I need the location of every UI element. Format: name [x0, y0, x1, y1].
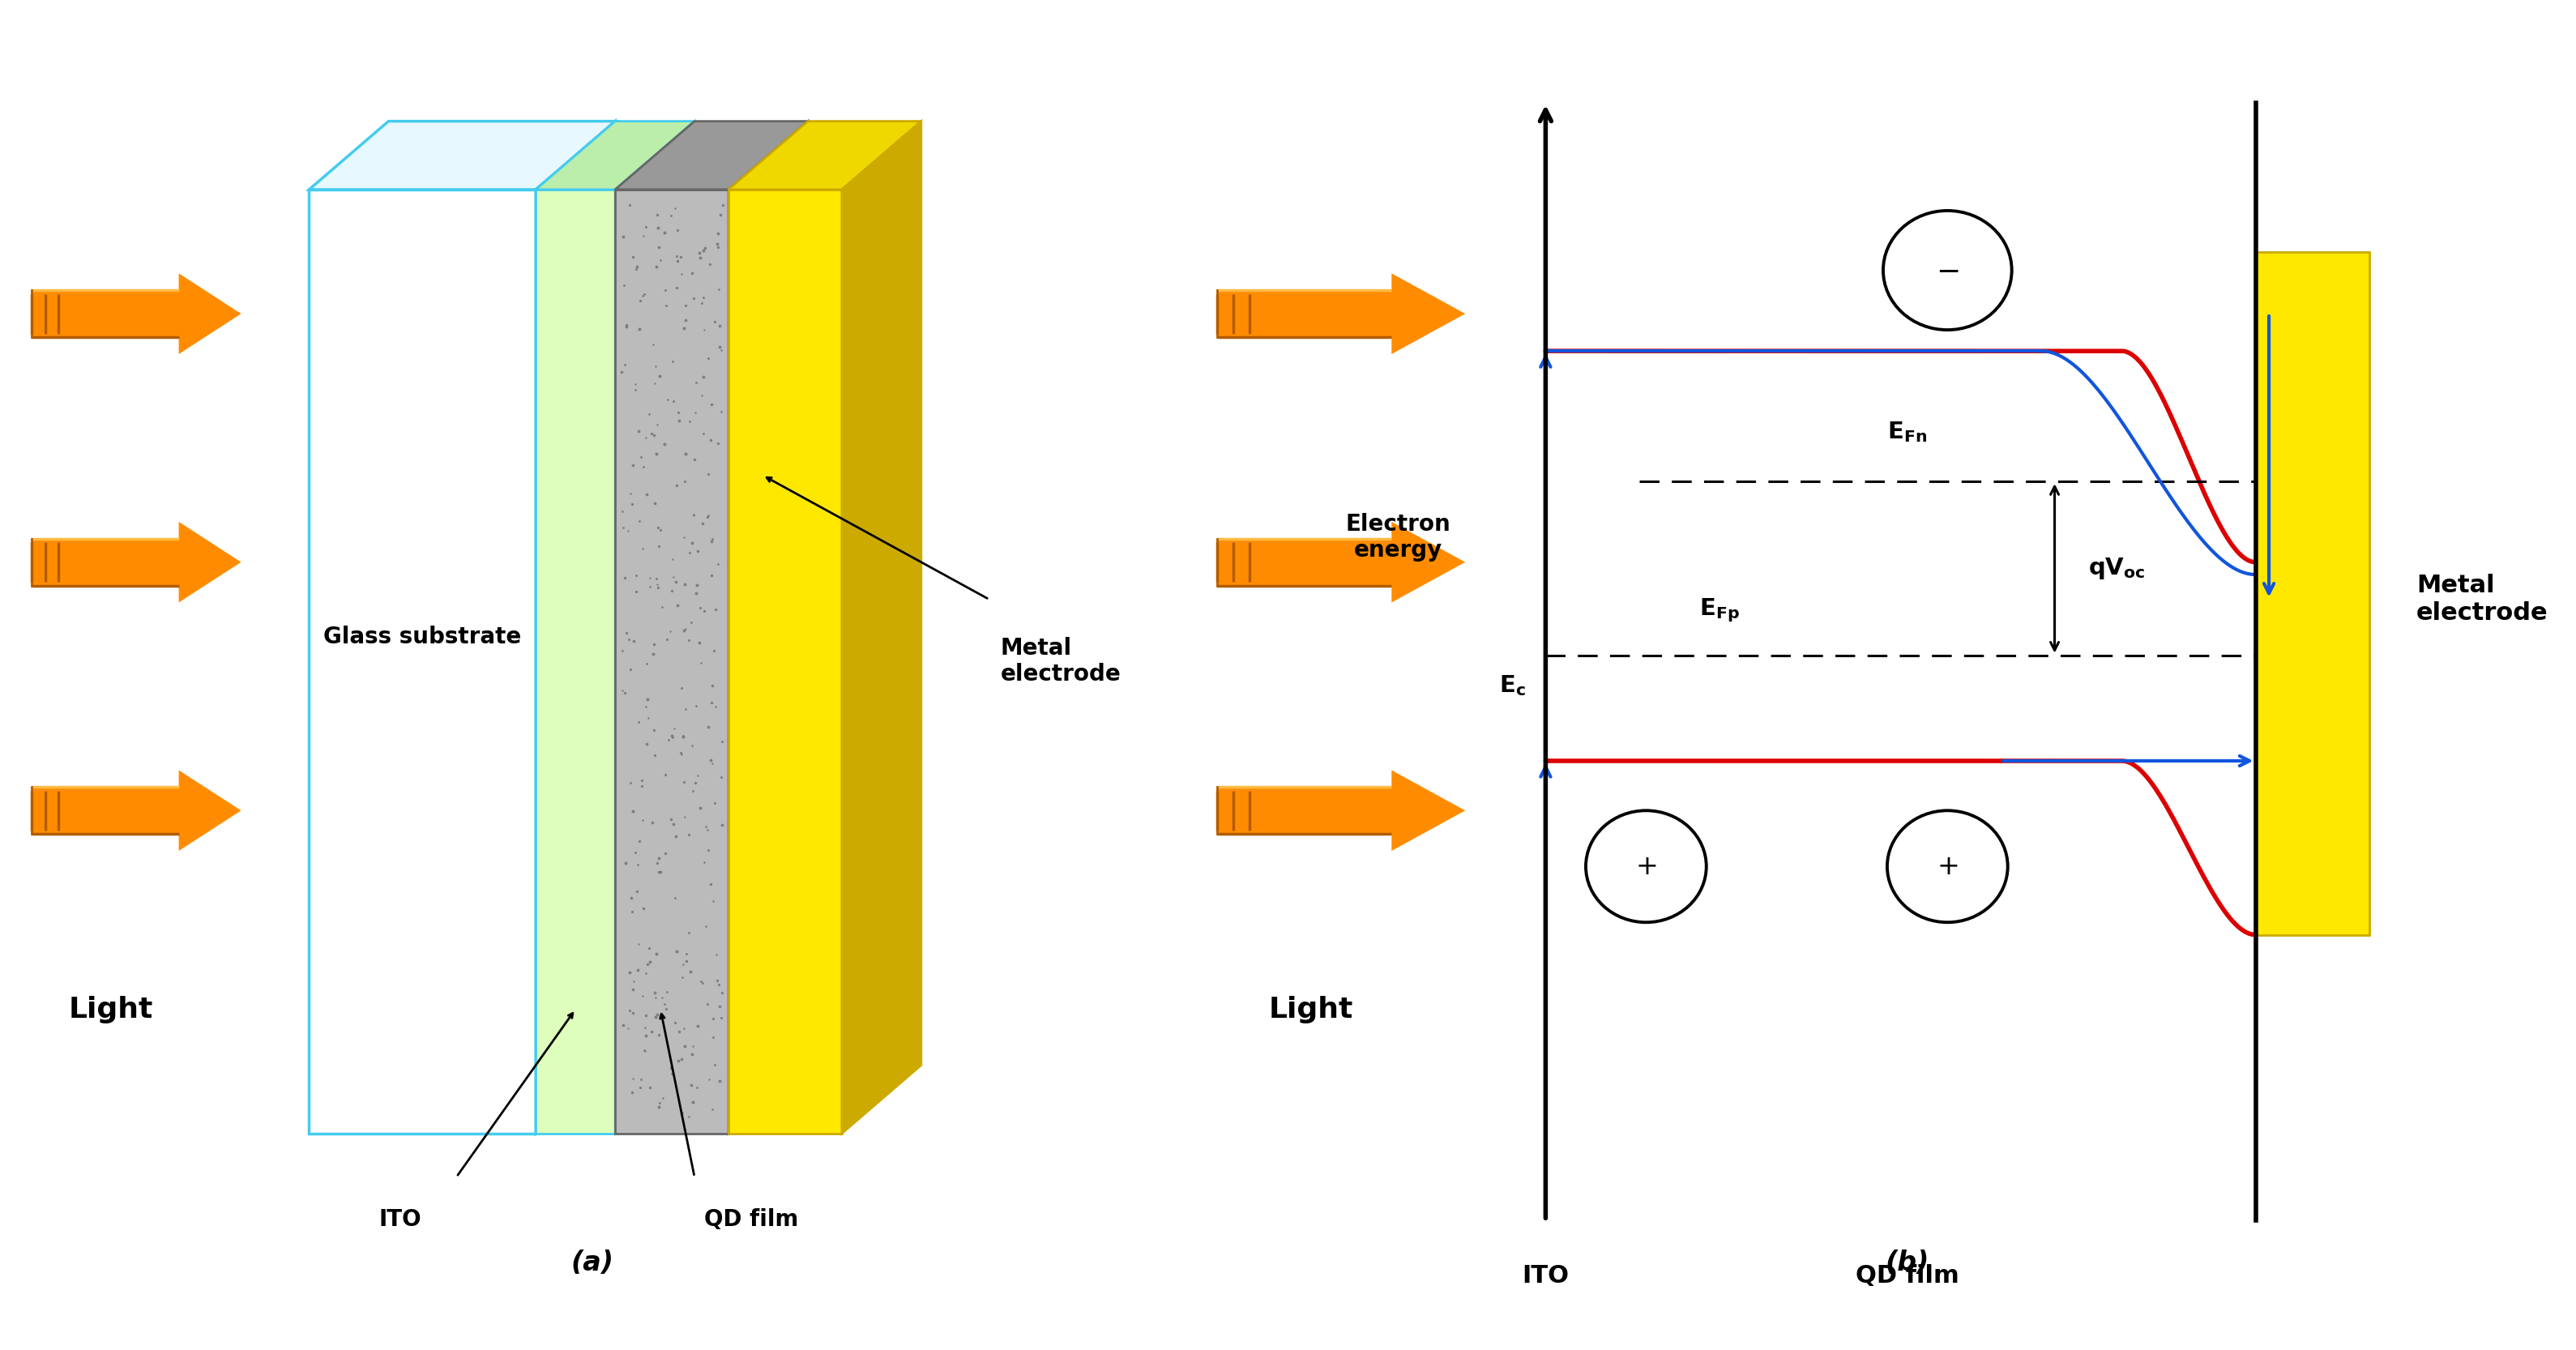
Polygon shape: [536, 122, 616, 1134]
Circle shape: [1587, 810, 1705, 922]
Text: $-$: $-$: [1937, 256, 1958, 284]
Bar: [2257, 251, 2370, 934]
Text: QD film: QD film: [1855, 1264, 1958, 1288]
Text: Glass substrate: Glass substrate: [325, 625, 520, 648]
Text: $\mathbf{E_c}$: $\mathbf{E_c}$: [1499, 674, 1525, 698]
FancyArrow shape: [1218, 521, 1466, 602]
Text: Metal
electrode: Metal electrode: [999, 637, 1121, 686]
Bar: [616, 189, 729, 1134]
FancyArrow shape: [31, 273, 242, 354]
Text: QD film: QD film: [703, 1208, 799, 1231]
Polygon shape: [616, 122, 809, 189]
Bar: [729, 189, 842, 1134]
Text: $\mathbf{E_{Fp}}$: $\mathbf{E_{Fp}}$: [1700, 597, 1739, 624]
Text: (a): (a): [572, 1250, 613, 1276]
Polygon shape: [842, 122, 922, 1134]
FancyArrow shape: [31, 521, 242, 602]
Text: $\mathbf{qV_{oc}}$: $\mathbf{qV_{oc}}$: [2089, 556, 2146, 580]
FancyArrow shape: [1218, 769, 1466, 850]
Bar: [309, 189, 536, 1134]
Bar: [536, 189, 616, 1134]
Polygon shape: [729, 122, 809, 1134]
Text: Light: Light: [1270, 995, 1352, 1023]
Text: $+$: $+$: [1937, 853, 1958, 880]
Text: $\mathbf{E_{Fn}}$: $\mathbf{E_{Fn}}$: [1888, 420, 1927, 444]
Polygon shape: [616, 122, 696, 1134]
Circle shape: [1888, 810, 2007, 922]
Text: Light: Light: [70, 995, 152, 1023]
Text: Electron
energy: Electron energy: [1345, 513, 1450, 562]
Text: (b): (b): [1886, 1250, 1929, 1276]
Polygon shape: [536, 122, 696, 189]
Circle shape: [1883, 211, 2012, 329]
Text: $+$: $+$: [1636, 853, 1656, 880]
FancyArrow shape: [31, 769, 242, 850]
Polygon shape: [729, 122, 922, 189]
Polygon shape: [309, 122, 616, 189]
Text: ITO: ITO: [379, 1208, 420, 1231]
Text: Metal
electrode: Metal electrode: [2416, 574, 2548, 625]
Text: ITO: ITO: [1522, 1264, 1569, 1288]
FancyArrow shape: [1218, 273, 1466, 354]
